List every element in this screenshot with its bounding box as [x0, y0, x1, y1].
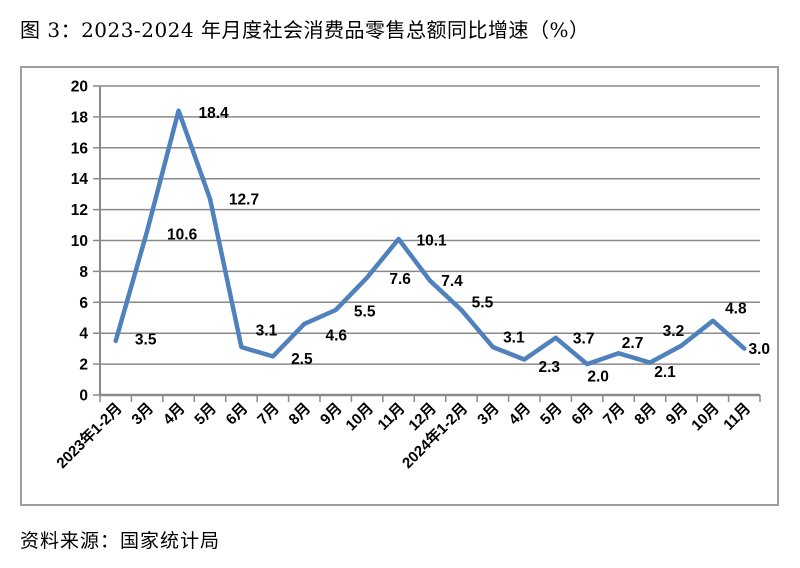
data-label: 3.0 [749, 341, 771, 358]
gridlines [100, 85, 760, 365]
y-axis-label: 4 [79, 326, 88, 343]
x-axis-label: 6月 [223, 400, 252, 429]
data-label: 18.4 [198, 105, 229, 122]
x-axis-label: 9月 [663, 400, 692, 429]
y-axis-label: 12 [71, 202, 88, 219]
x-axis-label: 10月 [343, 400, 377, 434]
data-label: 2.7 [622, 335, 644, 352]
data-label: 12.7 [229, 191, 259, 208]
x-axis-label: 8月 [286, 400, 315, 429]
y-axis-labels: 0 2 4 6 8 10 12 14 16 18 20 [71, 79, 89, 405]
axes [93, 85, 761, 402]
source-note: 资料来源：国家统计局 [20, 530, 221, 552]
figure-title: 图 3：2023-2024 年月度社会消费品零售总额同比增速（%） [20, 18, 590, 42]
x-axis-label: 11月 [375, 400, 409, 434]
x-axis-label: 3月 [128, 400, 157, 429]
data-label: 7.4 [441, 273, 463, 290]
data-label: 5.5 [354, 304, 376, 321]
data-label: 3.7 [573, 330, 595, 347]
y-axis-label: 10 [71, 233, 88, 250]
y-axis-label: 18 [71, 109, 89, 126]
x-axis-label: 4月 [506, 400, 535, 429]
data-label: 2.1 [654, 364, 676, 381]
y-axis-label: 2 [79, 357, 88, 374]
data-label: 2.5 [291, 351, 313, 368]
y-axis-label: 14 [71, 171, 89, 188]
x-axis-label: 5月 [191, 400, 220, 429]
data-label: 7.6 [389, 271, 411, 288]
data-label: 5.5 [472, 295, 494, 312]
data-label: 2.0 [587, 369, 609, 386]
x-axis-label: 10月 [688, 400, 722, 434]
x-axis-label: 7月 [600, 400, 629, 429]
y-axis-label: 6 [79, 295, 88, 312]
chart-container: 0 2 4 6 8 10 12 14 16 18 20 2023年1-2月 3月 4月 5月 6月 7月 8月 9月… [20, 66, 779, 506]
data-label: 10.1 [416, 232, 447, 249]
data-label: 2.3 [539, 359, 561, 376]
x-axis-label: 9月 [317, 400, 346, 429]
y-axis-label: 0 [79, 388, 88, 405]
data-labels: 3.5 10.6 18.4 12.7 3.1 2.5 4.6 5.5 7.6 10.1 7.4 5.5… [135, 105, 770, 385]
x-axis-label: 6月 [568, 400, 597, 429]
x-axis-label: 2023年1-2月 [53, 399, 126, 472]
y-axis-label: 8 [79, 264, 88, 281]
data-label: 3.1 [503, 330, 525, 347]
series-line [113, 108, 747, 367]
x-axis-label: 11月 [720, 400, 754, 434]
data-label: 3.5 [135, 331, 157, 348]
x-axis-labels: 2023年1-2月 3月 4月 5月 6月 7月 8月 9月10月11月12月2024年1-2… [53, 399, 754, 472]
x-axis-label: 8月 [631, 400, 660, 429]
x-axis-label: 5月 [537, 400, 566, 429]
y-axis-label: 20 [71, 79, 88, 96]
x-axis-label: 7月 [254, 400, 283, 429]
data-label: 3.1 [256, 323, 278, 340]
data-label: 4.8 [725, 300, 747, 317]
data-label: 3.2 [663, 323, 685, 340]
x-axis-label: 4月 [160, 400, 189, 429]
data-label: 4.6 [326, 327, 348, 344]
y-axis-label: 16 [71, 140, 89, 157]
x-axis-label: 3月 [474, 400, 503, 429]
data-label: 10.6 [167, 227, 198, 244]
